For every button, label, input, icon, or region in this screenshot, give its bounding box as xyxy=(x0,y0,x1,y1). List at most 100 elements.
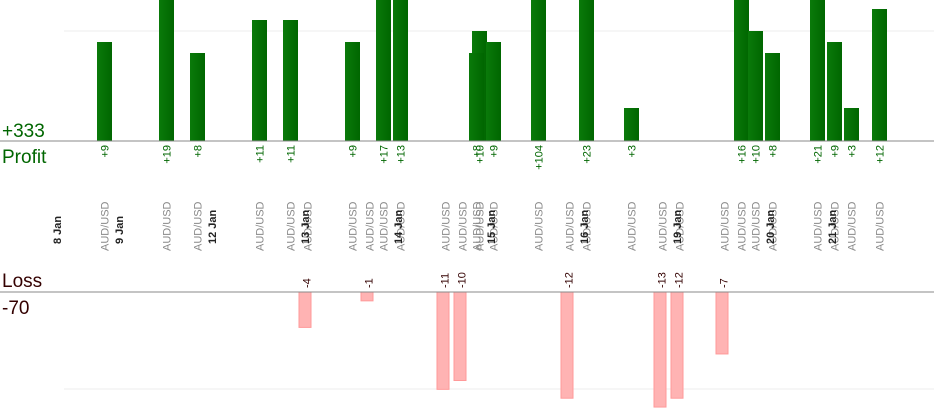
profit-value-label: +104 xyxy=(534,145,546,170)
profit-value-label: +17 xyxy=(379,145,391,164)
loss-bar xyxy=(436,291,450,390)
profit-value-label: +19 xyxy=(162,145,174,164)
loss-title-label: Loss xyxy=(2,271,42,292)
loss-bar xyxy=(298,291,312,328)
date-label: 16 Jan xyxy=(579,209,591,244)
loss-bar xyxy=(453,291,467,381)
profit-value-label: +23 xyxy=(582,145,594,164)
profit-value-label: +9 xyxy=(348,145,360,158)
profit-bar xyxy=(376,0,391,141)
currency-pair-label: AUD/USD xyxy=(162,201,174,251)
currency-pair-label: AUD/USD xyxy=(582,201,594,251)
date-label: 13 Jan xyxy=(300,209,312,244)
profit-bar xyxy=(469,53,484,141)
date-label: 12 Jan xyxy=(207,209,219,244)
date-label: 15 Jan xyxy=(486,209,498,244)
profit-value-label: +10 xyxy=(751,145,763,164)
currency-pair-label: AUD/USD xyxy=(100,201,112,251)
currency-pair-label: AUD/USD xyxy=(365,201,377,251)
profit-title-label: Profit xyxy=(2,147,47,168)
currency-pair-label: AUD/USD xyxy=(751,201,763,251)
currency-pair-label: AUD/USD xyxy=(627,201,639,251)
profit-bar xyxy=(765,53,780,141)
profit-value-label: +16 xyxy=(737,145,749,164)
currency-pair-label: AUD/USD xyxy=(847,201,859,251)
currency-pair-label: AUD/USD xyxy=(348,201,360,251)
profit-bar xyxy=(345,42,360,141)
profit-bar xyxy=(97,42,112,141)
currency-pair-label: AUD/USD xyxy=(303,201,315,251)
currency-pair-label: AUD/USD xyxy=(720,201,732,251)
currency-pair-label: AUD/USD xyxy=(875,201,887,251)
axes xyxy=(0,140,934,293)
date-label: 20 Jan xyxy=(765,209,777,244)
profit-value-label: +21 xyxy=(813,145,825,164)
loss-value-label: -12 xyxy=(564,272,576,288)
profit-value-label: +8 xyxy=(768,145,780,158)
labels: +333 Profit Loss -70 +9 AUD/USD +19 AUD/USD… xyxy=(2,121,887,319)
loss-value-label: -10 xyxy=(457,272,469,288)
profit-bar xyxy=(872,9,887,141)
profit-value-label: +3 xyxy=(847,145,859,158)
profit-value-label: +11 xyxy=(286,145,298,163)
loss-bar xyxy=(653,291,667,408)
currency-pair-label: AUD/USD xyxy=(475,201,487,251)
bars xyxy=(97,0,887,408)
currency-pair-label: AUD/USD xyxy=(737,201,749,251)
currency-pair-label: AUD/USD xyxy=(396,201,408,251)
profit-value-label: +9 xyxy=(100,145,112,158)
currency-pair-label: AUD/USD xyxy=(286,201,298,251)
profit-value-label: +10 xyxy=(475,145,487,164)
currency-pair-label: AUD/USD xyxy=(565,201,577,251)
loss-bar xyxy=(560,291,574,399)
profit-value-label: +12 xyxy=(875,145,887,164)
profit-bar xyxy=(283,20,298,141)
profit-value-label: +8 xyxy=(193,145,205,158)
profit-bar xyxy=(810,0,825,141)
profit-bar xyxy=(827,42,842,141)
profit-bar xyxy=(190,53,205,141)
profit-bar xyxy=(734,0,749,141)
profit-bar xyxy=(748,31,763,141)
currency-pair-label: AUD/USD xyxy=(534,201,546,251)
currency-pair-label: AUD/USD xyxy=(441,201,453,251)
loss-value-label: -13 xyxy=(657,272,669,288)
loss-bar xyxy=(360,291,374,302)
currency-pair-label: AUD/USD xyxy=(768,201,780,251)
profit-value-label: +8 xyxy=(472,145,484,158)
loss-value-label: -1 xyxy=(364,278,376,288)
profit-bar xyxy=(579,0,594,141)
profit-bar xyxy=(393,0,408,141)
currency-pair-label: AUD/USD xyxy=(675,201,687,251)
currency-pair-label: AUD/USD xyxy=(193,201,205,251)
loss-value-label: -12 xyxy=(674,272,686,288)
date-label: 14 Jan xyxy=(393,209,405,244)
date-label: 19 Jan xyxy=(672,209,684,244)
currency-pair-label: AUD/USD xyxy=(379,201,391,251)
profit-value-label: +9 xyxy=(489,145,501,158)
grid-lines xyxy=(64,30,934,390)
profit-bar xyxy=(844,108,859,141)
profit-bar xyxy=(531,0,546,141)
loss-value-label: -11 xyxy=(440,273,452,288)
profit-bar xyxy=(624,108,639,141)
currency-pair-label: AUD/USD xyxy=(489,201,501,251)
currency-pair-label: AUD/USD xyxy=(830,201,842,251)
date-label: 8 Jan xyxy=(52,216,64,244)
loss-value-label: -4 xyxy=(302,278,314,288)
profit-total-label: +333 xyxy=(2,121,45,142)
loss-bar xyxy=(715,291,729,355)
profit-bar xyxy=(252,20,267,141)
profit-bar xyxy=(486,42,501,141)
profit-bar xyxy=(159,0,174,141)
currency-pair-label: AUD/USD xyxy=(458,201,470,251)
profit-value-label: +3 xyxy=(627,145,639,158)
currency-pair-label: AUD/USD xyxy=(255,201,267,251)
profit-value-label: +13 xyxy=(396,145,408,164)
currency-pair-label: AUD/USD xyxy=(813,201,825,251)
date-label: 21 Jan xyxy=(827,209,839,244)
loss-bar xyxy=(670,291,684,399)
profit-value-label: +11 xyxy=(255,145,267,163)
